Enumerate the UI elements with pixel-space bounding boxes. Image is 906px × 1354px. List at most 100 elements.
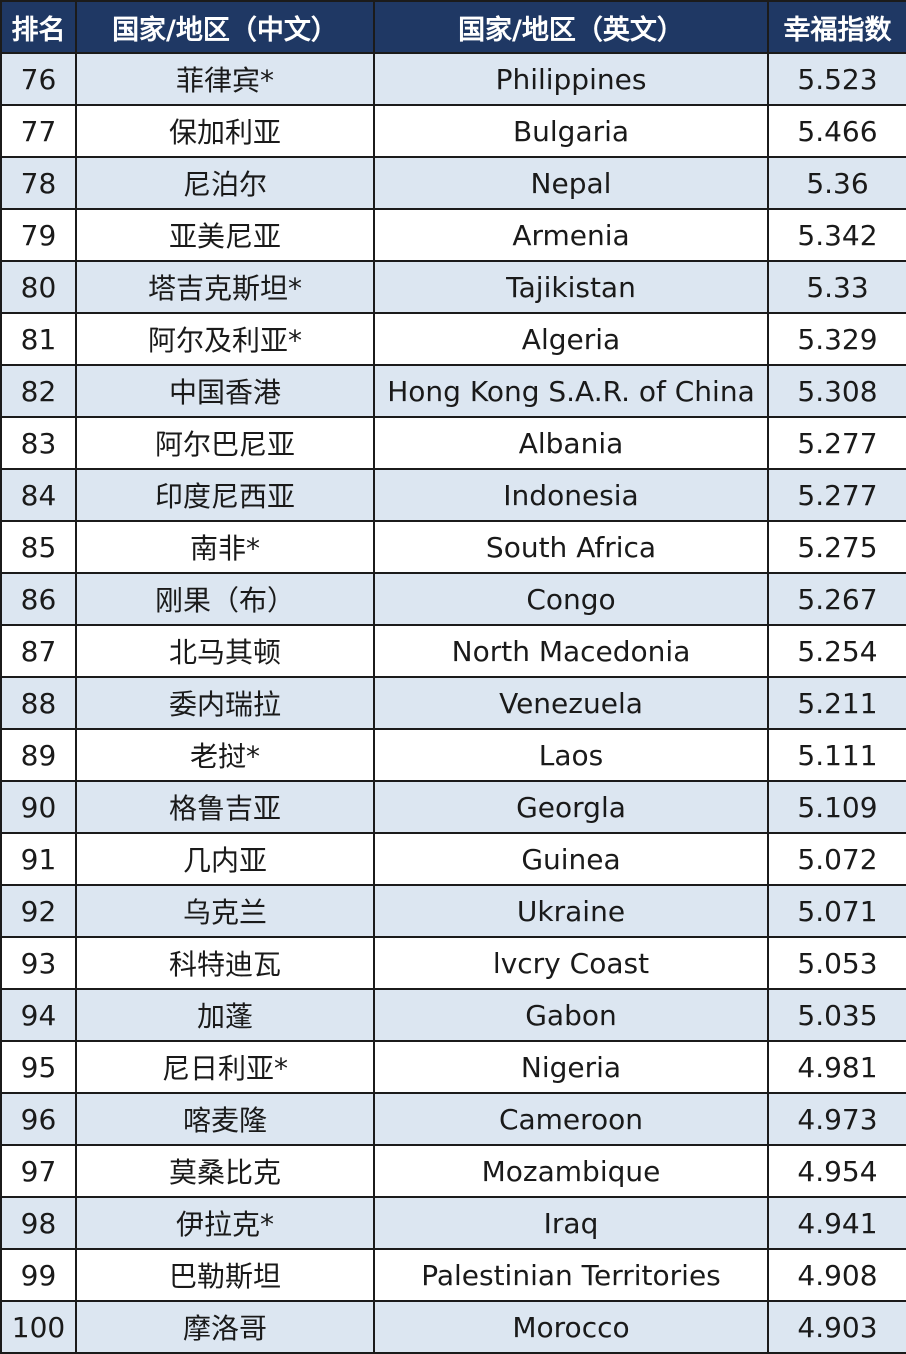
header-name-en: 国家/地区（英文） <box>373 0 769 54</box>
table-row: 98 伊拉克* Iraq 4.941 <box>0 1196 906 1250</box>
cell-rank: 83 <box>0 416 77 470</box>
cell-name-cn: 南非* <box>75 520 375 574</box>
cell-rank: 81 <box>0 312 77 366</box>
cell-rank: 89 <box>0 728 77 782</box>
cell-name-en: Tajikistan <box>373 260 769 314</box>
cell-rank: 95 <box>0 1040 77 1094</box>
table-row: 91 几内亚 Guinea 5.072 <box>0 832 906 886</box>
cell-score: 5.466 <box>767 104 906 158</box>
cell-name-en: Georgla <box>373 780 769 834</box>
cell-name-en: North Macedonia <box>373 624 769 678</box>
table-row: 95 尼日利亚* Nigeria 4.981 <box>0 1040 906 1094</box>
cell-score: 5.275 <box>767 520 906 574</box>
cell-name-en: Algeria <box>373 312 769 366</box>
table-row: 77 保加利亚 Bulgaria 5.466 <box>0 104 906 158</box>
cell-score: 5.267 <box>767 572 906 626</box>
cell-score: 5.277 <box>767 468 906 522</box>
table-row: 76 菲律宾* Philippines 5.523 <box>0 52 906 106</box>
cell-name-cn: 科特迪瓦 <box>75 936 375 990</box>
cell-name-cn: 巴勒斯坦 <box>75 1248 375 1302</box>
table-row: 79 亚美尼亚 Armenia 5.342 <box>0 208 906 262</box>
cell-name-en: Iraq <box>373 1196 769 1250</box>
cell-name-cn: 印度尼西亚 <box>75 468 375 522</box>
cell-rank: 88 <box>0 676 77 730</box>
table-row: 82 中国香港 Hong Kong S.A.R. of China 5.308 <box>0 364 906 418</box>
cell-score: 4.903 <box>767 1300 906 1354</box>
cell-score: 5.254 <box>767 624 906 678</box>
cell-name-cn: 塔吉克斯坦* <box>75 260 375 314</box>
cell-name-cn: 格鲁吉亚 <box>75 780 375 834</box>
cell-name-en: Nigeria <box>373 1040 769 1094</box>
cell-name-cn: 加蓬 <box>75 988 375 1042</box>
cell-name-cn: 乌克兰 <box>75 884 375 938</box>
table-row: 86 刚果（布） Congo 5.267 <box>0 572 906 626</box>
cell-name-en: South Africa <box>373 520 769 574</box>
cell-rank: 94 <box>0 988 77 1042</box>
cell-rank: 78 <box>0 156 77 210</box>
cell-name-en: Mozambique <box>373 1144 769 1198</box>
cell-rank: 99 <box>0 1248 77 1302</box>
cell-name-en: Gabon <box>373 988 769 1042</box>
cell-rank: 93 <box>0 936 77 990</box>
cell-name-cn: 老挝* <box>75 728 375 782</box>
cell-name-en: Philippines <box>373 52 769 106</box>
cell-score: 5.035 <box>767 988 906 1042</box>
cell-score: 5.308 <box>767 364 906 418</box>
cell-name-en: Bulgaria <box>373 104 769 158</box>
table-row: 94 加蓬 Gabon 5.035 <box>0 988 906 1042</box>
cell-rank: 90 <box>0 780 77 834</box>
cell-name-cn: 几内亚 <box>75 832 375 886</box>
table-body: 76 菲律宾* Philippines 5.523 77 保加利亚 Bulgaria 5.46… <box>0 52 906 1354</box>
table-row: 99 巴勒斯坦 Palestinian Territories 4.908 <box>0 1248 906 1302</box>
table-row: 92 乌克兰 Ukraine 5.071 <box>0 884 906 938</box>
cell-name-cn: 委内瑞拉 <box>75 676 375 730</box>
cell-rank: 86 <box>0 572 77 626</box>
table-row: 93 科特迪瓦 lvcry Coast 5.053 <box>0 936 906 990</box>
cell-name-cn: 菲律宾* <box>75 52 375 106</box>
cell-score: 4.954 <box>767 1144 906 1198</box>
cell-score: 4.908 <box>767 1248 906 1302</box>
cell-score: 5.342 <box>767 208 906 262</box>
cell-score: 5.053 <box>767 936 906 990</box>
table-row: 85 南非* South Africa 5.275 <box>0 520 906 574</box>
cell-name-cn: 尼泊尔 <box>75 156 375 210</box>
cell-name-en: lvcry Coast <box>373 936 769 990</box>
cell-score: 5.211 <box>767 676 906 730</box>
table-row: 83 阿尔巴尼亚 Albania 5.277 <box>0 416 906 470</box>
cell-name-cn: 中国香港 <box>75 364 375 418</box>
cell-name-en: Hong Kong S.A.R. of China <box>373 364 769 418</box>
cell-name-en: Guinea <box>373 832 769 886</box>
cell-name-cn: 亚美尼亚 <box>75 208 375 262</box>
cell-name-cn: 伊拉克* <box>75 1196 375 1250</box>
cell-rank: 91 <box>0 832 77 886</box>
cell-name-en: Morocco <box>373 1300 769 1354</box>
table-row: 89 老挝* Laos 5.111 <box>0 728 906 782</box>
cell-score: 4.941 <box>767 1196 906 1250</box>
cell-score: 5.277 <box>767 416 906 470</box>
cell-rank: 76 <box>0 52 77 106</box>
cell-rank: 98 <box>0 1196 77 1250</box>
cell-name-en: Ukraine <box>373 884 769 938</box>
cell-rank: 79 <box>0 208 77 262</box>
cell-name-cn: 莫桑比克 <box>75 1144 375 1198</box>
cell-name-cn: 北马其顿 <box>75 624 375 678</box>
cell-score: 5.329 <box>767 312 906 366</box>
cell-rank: 97 <box>0 1144 77 1198</box>
cell-rank: 80 <box>0 260 77 314</box>
cell-score: 4.981 <box>767 1040 906 1094</box>
table-row: 81 阿尔及利亚* Algeria 5.329 <box>0 312 906 366</box>
cell-score: 5.36 <box>767 156 906 210</box>
cell-name-cn: 摩洛哥 <box>75 1300 375 1354</box>
cell-rank: 100 <box>0 1300 77 1354</box>
cell-rank: 96 <box>0 1092 77 1146</box>
cell-score: 5.33 <box>767 260 906 314</box>
table-row: 88 委内瑞拉 Venezuela 5.211 <box>0 676 906 730</box>
header-score: 幸福指数 <box>767 0 906 54</box>
cell-score: 5.072 <box>767 832 906 886</box>
cell-score: 5.111 <box>767 728 906 782</box>
cell-name-cn: 尼日利亚* <box>75 1040 375 1094</box>
cell-name-en: Venezuela <box>373 676 769 730</box>
header-name-cn: 国家/地区（中文） <box>75 0 375 54</box>
cell-name-cn: 刚果（布） <box>75 572 375 626</box>
